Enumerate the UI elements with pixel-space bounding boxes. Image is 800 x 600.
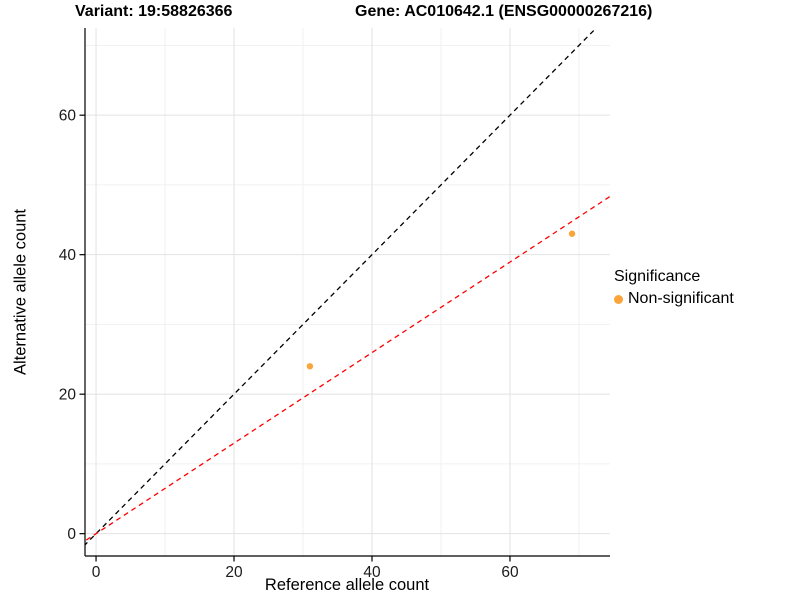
data-point: [306, 363, 314, 370]
y-tick-label: 20: [59, 387, 77, 404]
x-tick-label: 0: [92, 564, 101, 581]
y-tick-label: 40: [59, 247, 77, 264]
identity-line: [85, 28, 598, 546]
x-axis-label: Reference allele count: [264, 576, 430, 594]
y-tick-label: 0: [67, 526, 76, 543]
data-point: [568, 230, 576, 237]
x-tick-label: 40: [363, 564, 381, 581]
fit-line: [85, 195, 610, 542]
y-tick-label: 60: [59, 108, 77, 125]
x-tick-label: 20: [225, 564, 243, 581]
plot-title-gene: Gene: AC010642.1 (ENSG00000267216): [355, 3, 653, 20]
legend: Significance Non-significant: [614, 268, 734, 308]
legend-title: Significance: [614, 268, 701, 285]
legend-item-non-significant: Non-significant: [614, 290, 734, 308]
legend-item-label: Non-significant: [628, 290, 734, 307]
y-axis-label: Alternative allele count: [11, 208, 30, 376]
x-tick-label: 60: [501, 564, 519, 581]
legend-swatch-icon: [614, 294, 623, 304]
plot-title-variant: Variant: 19:58826366: [75, 3, 233, 20]
